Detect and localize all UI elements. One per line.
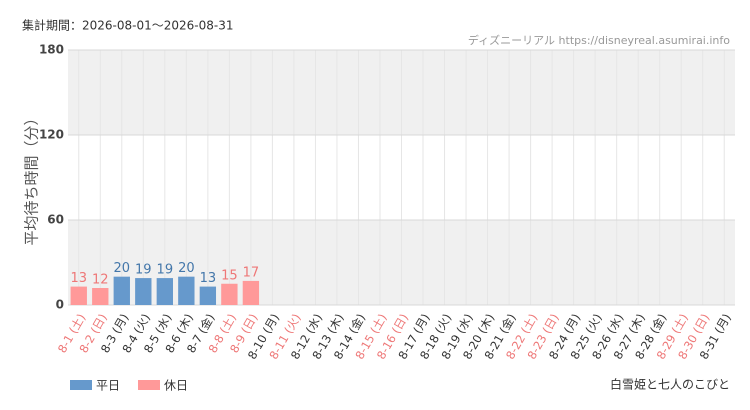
bar bbox=[178, 276, 195, 305]
bar bbox=[113, 276, 130, 305]
bar bbox=[221, 283, 238, 305]
value-label: 20 bbox=[178, 261, 195, 276]
value-label: 15 bbox=[221, 268, 238, 283]
legend-swatch bbox=[70, 380, 92, 390]
value-label: 19 bbox=[135, 263, 152, 278]
bar bbox=[156, 278, 173, 305]
bar bbox=[92, 288, 109, 305]
y-tick-label: 60 bbox=[47, 213, 64, 227]
value-label: 13 bbox=[70, 271, 87, 286]
value-label: 13 bbox=[200, 271, 217, 286]
bar bbox=[70, 286, 87, 305]
y-tick-label: 180 bbox=[39, 43, 64, 57]
value-label: 19 bbox=[157, 263, 174, 278]
attraction-name: 白雪姫と七人のこびと bbox=[610, 377, 730, 392]
y-tick-label: 0 bbox=[56, 298, 64, 312]
value-label: 17 bbox=[243, 265, 260, 280]
value-label: 12 bbox=[92, 273, 109, 288]
chart-title: 集計期間：2026-08-01～2026-08-31 bbox=[22, 18, 233, 33]
y-axis-label: 平均待ち時間（分） bbox=[23, 110, 41, 245]
bar bbox=[135, 278, 152, 305]
legend-swatch bbox=[138, 380, 160, 390]
legend-label: 平日 bbox=[96, 379, 120, 393]
value-label: 20 bbox=[114, 261, 131, 276]
source: ディズニーリアル https://disneyreal.asumirai.inf… bbox=[468, 33, 730, 47]
y-tick-label: 120 bbox=[39, 128, 64, 142]
bar bbox=[199, 286, 217, 305]
legend-label: 休日 bbox=[164, 379, 188, 393]
bar bbox=[242, 280, 260, 305]
